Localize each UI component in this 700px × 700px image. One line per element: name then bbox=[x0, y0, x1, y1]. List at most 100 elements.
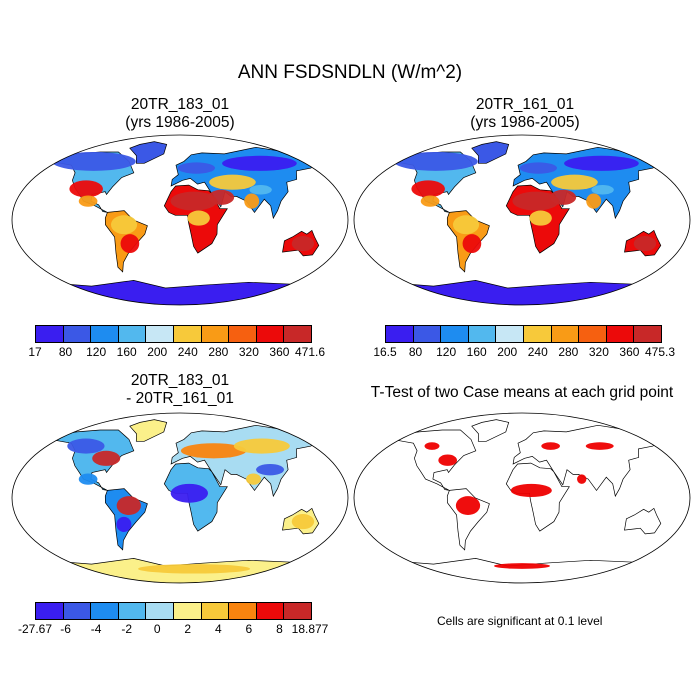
map-outline bbox=[11, 134, 349, 306]
panel1-title-years: (yrs 1986-2005) bbox=[125, 114, 235, 131]
colorbar-tick-label: 320 bbox=[238, 345, 259, 359]
field-region bbox=[92, 450, 121, 466]
colorbar-tick-label: 120 bbox=[436, 345, 457, 359]
colorbar-tick-label: 200 bbox=[497, 345, 518, 359]
colorbar-tick-label: 240 bbox=[527, 345, 548, 359]
land-layer bbox=[383, 141, 662, 305]
map-outline bbox=[11, 412, 349, 584]
panel3-title-case-b: - 20TR_161_01 bbox=[126, 390, 234, 407]
panel3-title: 20TR_183_01 - 20TR_161_01 bbox=[75, 372, 285, 408]
field-region bbox=[116, 496, 141, 515]
field-region bbox=[510, 483, 552, 498]
field-region bbox=[462, 234, 482, 254]
field-region bbox=[585, 442, 614, 450]
colorbar-tick-label: 360 bbox=[269, 345, 290, 359]
colorbar-tick-label: 80 bbox=[58, 345, 73, 359]
continent-greenland bbox=[129, 419, 168, 442]
panel3-map bbox=[11, 412, 349, 584]
colorbar-swatch bbox=[229, 603, 257, 619]
panel2-map bbox=[353, 134, 691, 306]
main-title: ANN FSDSNDLN (W/m^2) bbox=[237, 62, 463, 83]
significance-note: Cells are significant at 0.1 level bbox=[437, 614, 603, 628]
colorbar-tick-label: -6 bbox=[60, 622, 71, 636]
panel1-title-case: 20TR_183_01 bbox=[130, 96, 230, 113]
colorbar-swatch bbox=[606, 326, 635, 342]
colorbar-swatch bbox=[36, 326, 64, 342]
field-region bbox=[393, 152, 478, 171]
field-region bbox=[51, 152, 136, 171]
colorbar-tick-label: 475.3 bbox=[644, 345, 676, 359]
colorbar-swatch bbox=[91, 326, 119, 342]
colorbar-swatch bbox=[256, 326, 285, 342]
continent-antarctica bbox=[41, 280, 319, 305]
field-region bbox=[187, 210, 210, 226]
continent-greenland bbox=[471, 419, 510, 442]
field-region bbox=[494, 563, 550, 569]
panel2-title-years: (yrs 1986-2005) bbox=[470, 114, 580, 131]
colorbar-swatch bbox=[173, 603, 202, 619]
colorbar-swatch bbox=[386, 326, 414, 342]
panel4-title: T-Test of two Case means at each grid po… bbox=[370, 384, 674, 401]
colorbar-tick-label: 360 bbox=[619, 345, 640, 359]
field-region bbox=[177, 162, 216, 174]
field-region bbox=[78, 195, 98, 207]
field-region bbox=[591, 185, 614, 195]
colorbar-swatch bbox=[63, 603, 92, 619]
field-region bbox=[529, 210, 552, 226]
field-region bbox=[67, 438, 105, 454]
colorbar-swatch bbox=[284, 603, 311, 619]
colorbar-tick-label: 17 bbox=[28, 345, 42, 359]
field-region bbox=[193, 509, 213, 525]
colorbar-swatch bbox=[146, 326, 174, 342]
colorbar-tick-label: 320 bbox=[588, 345, 609, 359]
land-layer bbox=[383, 419, 662, 583]
colorbar-swatch bbox=[146, 603, 174, 619]
colorbar-tick-label: 18.877 bbox=[291, 622, 329, 636]
field-region bbox=[411, 180, 445, 198]
panel2-colorbar-labels: 16.5 80 120 160 200 240 280 320 360 475.3 bbox=[373, 345, 675, 361]
panel3-colorbar-labels: -27.67 -6 -4 -2 0 2 4 6 8 18.877 bbox=[18, 622, 328, 638]
field-region bbox=[209, 174, 256, 190]
colorbar-swatch bbox=[63, 326, 92, 342]
field-region bbox=[564, 155, 639, 171]
field-region bbox=[424, 442, 440, 450]
colorbar-tick-label: 471.6 bbox=[294, 345, 326, 359]
panel1-map bbox=[11, 134, 349, 306]
field-region bbox=[455, 496, 481, 515]
colorbar-swatch bbox=[413, 326, 442, 342]
field-region bbox=[120, 234, 140, 254]
colorbar-tick-label: 280 bbox=[208, 345, 229, 359]
field-region bbox=[246, 473, 261, 485]
panel3-title-case-a: 20TR_183_01 bbox=[130, 372, 230, 389]
map-outline bbox=[353, 412, 691, 584]
field-region bbox=[291, 236, 315, 252]
colorbar-tick-label: -27.67 bbox=[17, 622, 53, 636]
panel2-title-case: 20TR_161_01 bbox=[475, 96, 575, 113]
colorbar-swatch bbox=[118, 603, 147, 619]
field-region bbox=[222, 155, 297, 171]
field-region bbox=[519, 162, 558, 174]
colorbar-tick-label: -2 bbox=[121, 622, 132, 636]
colorbar-tick-label: 6 bbox=[245, 622, 253, 636]
field-region bbox=[180, 443, 247, 459]
field-region bbox=[249, 185, 272, 195]
colorbar-swatch bbox=[118, 326, 147, 342]
colorbar-tick-label: 16.5 bbox=[373, 345, 397, 359]
colorbar-tick-label: 4 bbox=[214, 622, 222, 636]
colorbar-tick-label: 120 bbox=[86, 345, 107, 359]
colorbar-tick-label: 280 bbox=[558, 345, 579, 359]
field-region bbox=[291, 514, 315, 530]
field-region bbox=[420, 195, 440, 207]
colorbar-swatch bbox=[441, 326, 469, 342]
panel1-title: 20TR_183_01 (yrs 1986-2005) bbox=[75, 96, 285, 132]
continent-namerica bbox=[392, 429, 477, 491]
panel2-title: 20TR_161_01 (yrs 1986-2005) bbox=[420, 96, 630, 132]
continent-greenland bbox=[471, 141, 510, 164]
colorbar-swatch bbox=[36, 603, 64, 619]
colorbar-swatch bbox=[91, 603, 119, 619]
field-region bbox=[256, 464, 285, 476]
field-region bbox=[452, 215, 480, 235]
colorbar-tick-label: 200 bbox=[147, 345, 168, 359]
colorbar-swatch bbox=[256, 603, 285, 619]
field-region bbox=[138, 564, 251, 574]
